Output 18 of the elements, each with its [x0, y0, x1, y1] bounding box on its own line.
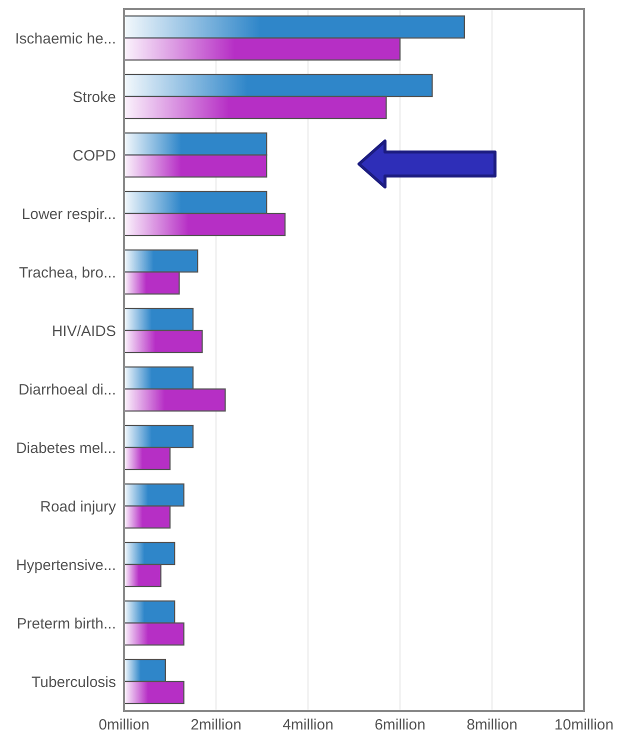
y-tick-label: Hypertensive... — [16, 557, 116, 574]
y-tick-label: Diarrhoeal di... — [18, 382, 116, 399]
y-tick-label: HIV/AIDS — [52, 323, 116, 340]
y-tick-label: Trachea, bro... — [19, 264, 116, 282]
y-tick-label: Stroke — [72, 89, 116, 106]
y-tick-label: Lower respir... — [22, 206, 116, 224]
y-tick-label: Diabetes mel... — [16, 440, 116, 458]
y-tick-label: Preterm birth... — [16, 616, 116, 633]
x-tick-label: 4million — [282, 716, 334, 734]
y-tick-label: Road injury — [40, 498, 116, 516]
x-tick-label: 10million — [554, 716, 614, 734]
y-tick-label: Ischaemic he... — [15, 30, 116, 48]
y-tick-label: Tuberculosis — [32, 674, 116, 692]
x-tick-label: 0million — [98, 716, 150, 734]
y-tick-label: COPD — [72, 148, 116, 165]
x-tick-label: 2million — [190, 716, 242, 734]
x-tick-label: 6million — [374, 716, 426, 734]
x-tick-label: 8million — [466, 716, 518, 734]
